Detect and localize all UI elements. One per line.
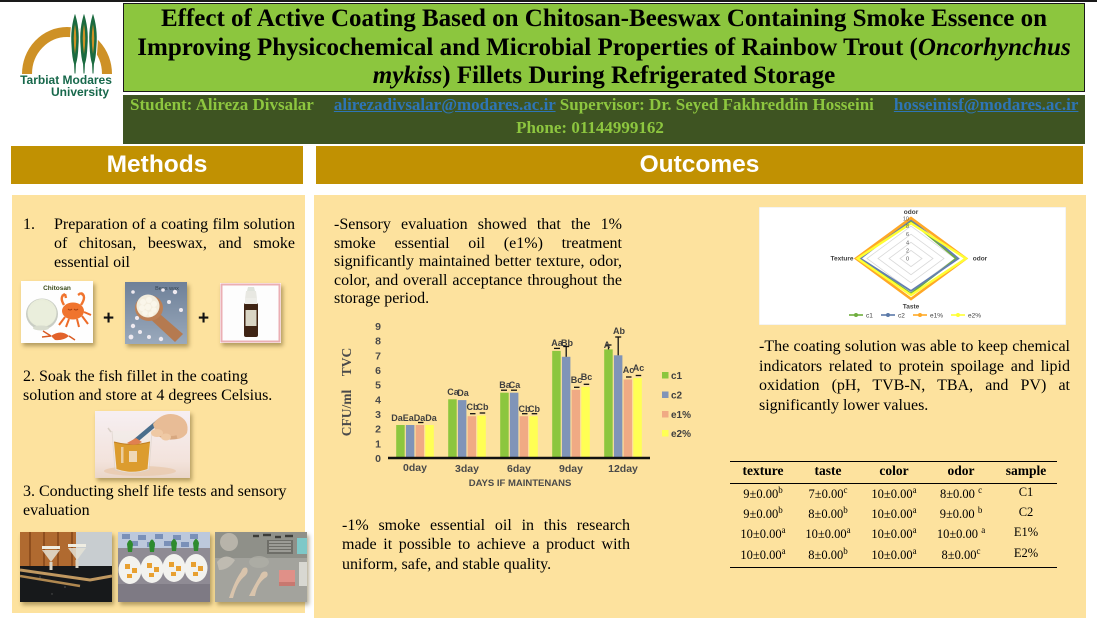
svg-text:Ac: Ac — [633, 363, 645, 373]
svg-text:4: 4 — [906, 240, 909, 246]
svg-text:Cb: Cb — [528, 404, 540, 414]
svg-text:0day: 0day — [403, 462, 427, 474]
svg-text:2: 2 — [906, 248, 909, 254]
svg-text:CFU/ml: CFU/ml — [339, 390, 354, 437]
svg-text:c1: c1 — [671, 371, 683, 382]
svg-text:Ca: Ca — [509, 380, 521, 390]
svg-text:DaEaDaDa: DaEaDaDa — [391, 413, 438, 423]
svg-text:Cb: Cb — [467, 402, 479, 412]
svg-text:e1%: e1% — [930, 313, 943, 320]
svg-text:Bb: Bb — [561, 338, 573, 348]
svg-text:0: 0 — [906, 257, 909, 263]
svg-text:e2%: e2% — [671, 429, 691, 440]
svg-text:6: 6 — [375, 365, 381, 377]
svg-text:Cb: Cb — [477, 402, 489, 412]
svg-text:10: 10 — [903, 217, 909, 223]
svg-text:c2: c2 — [671, 391, 683, 402]
svg-text:Ac: Ac — [623, 365, 635, 375]
svg-text:1: 1 — [375, 438, 381, 450]
svg-text:A: A — [604, 340, 611, 350]
svg-text:Ab: Ab — [613, 326, 625, 336]
svg-text:e1%: e1% — [671, 410, 691, 421]
svg-text:Chitosan: Chitosan — [43, 285, 71, 292]
svg-text:Bees wax: Bees wax — [155, 286, 179, 292]
svg-text:Ca: Ca — [447, 387, 459, 397]
svg-text:0: 0 — [375, 453, 381, 465]
svg-text:3: 3 — [375, 409, 381, 421]
svg-text:TVC: TVC — [339, 348, 354, 377]
svg-text:2: 2 — [375, 424, 381, 436]
svg-text:6day: 6day — [507, 463, 531, 475]
svg-text:12day: 12day — [608, 463, 638, 475]
svg-text:3day: 3day — [455, 463, 479, 475]
svg-text:8: 8 — [906, 224, 909, 230]
svg-text:Cb: Cb — [519, 404, 531, 414]
svg-text:DAYS IF MAINTENANS: DAYS IF MAINTENANS — [469, 478, 572, 489]
svg-text:Ba: Ba — [499, 380, 511, 390]
svg-text:6: 6 — [906, 232, 909, 238]
svg-text:odor: odor — [904, 209, 919, 216]
svg-text:Taste: Taste — [903, 304, 920, 311]
svg-text:e2%: e2% — [968, 313, 981, 320]
svg-text:9: 9 — [375, 321, 381, 333]
svg-text:Aa: Aa — [551, 338, 563, 348]
svg-text:Bc: Bc — [571, 375, 583, 385]
svg-text:7: 7 — [375, 350, 381, 362]
svg-text:9day: 9day — [559, 463, 583, 475]
svg-text:5: 5 — [375, 380, 381, 392]
svg-text:c1: c1 — [866, 313, 873, 320]
svg-text:4: 4 — [375, 394, 381, 406]
svg-text:c2: c2 — [898, 313, 905, 320]
svg-text:Bc: Bc — [581, 372, 593, 382]
svg-text:odor: odor — [973, 256, 988, 263]
svg-text:Da: Da — [457, 388, 469, 398]
svg-text:Texture: Texture — [831, 256, 854, 263]
svg-text:University: University — [51, 85, 109, 99]
svg-text:Tarbiat Modares: Tarbiat Modares — [20, 73, 112, 87]
svg-text:8: 8 — [375, 336, 381, 348]
